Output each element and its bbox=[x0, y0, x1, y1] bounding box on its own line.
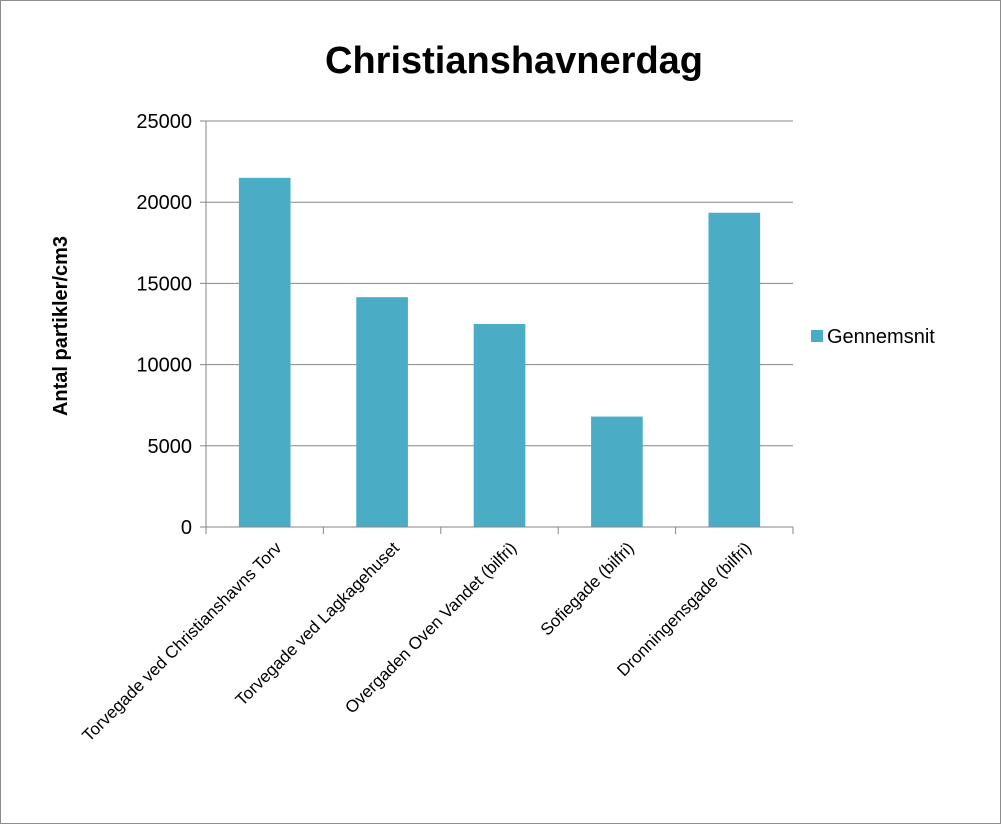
legend: Gennemsnit bbox=[811, 326, 935, 348]
bar bbox=[708, 212, 761, 528]
x-category-label: Sofiegade (bilfri) bbox=[537, 538, 638, 639]
y-tick-label: 0 bbox=[181, 517, 192, 539]
bar bbox=[473, 324, 526, 527]
x-category-label: Dronningensgade (bilfri) bbox=[613, 538, 755, 680]
y-tick-label: 20000 bbox=[136, 192, 192, 214]
legend-swatch bbox=[811, 330, 823, 342]
y-tick-label: 25000 bbox=[136, 111, 192, 133]
y-tick-label: 10000 bbox=[136, 355, 192, 377]
bars bbox=[238, 177, 761, 528]
y-tick-labels: 0 5000 10000 15000 20000 25000 bbox=[136, 111, 192, 539]
legend-label: Gennemsnit bbox=[827, 326, 935, 348]
y-tick-label: 15000 bbox=[136, 273, 192, 295]
axes bbox=[205, 121, 794, 534]
y-axis-label: Antal partikler/cm3 bbox=[50, 236, 72, 416]
bar bbox=[591, 416, 643, 527]
bar bbox=[356, 297, 408, 527]
bar bbox=[238, 177, 291, 527]
chart-title: Christianshavnerdag bbox=[325, 40, 703, 82]
y-tick-label: 5000 bbox=[148, 436, 193, 458]
x-category-label: Torvegade ved Christianshavns Torv bbox=[79, 538, 286, 745]
x-category-labels: Torvegade ved Christianshavns TorvTorveg… bbox=[79, 538, 756, 745]
gridlines bbox=[200, 120, 793, 528]
